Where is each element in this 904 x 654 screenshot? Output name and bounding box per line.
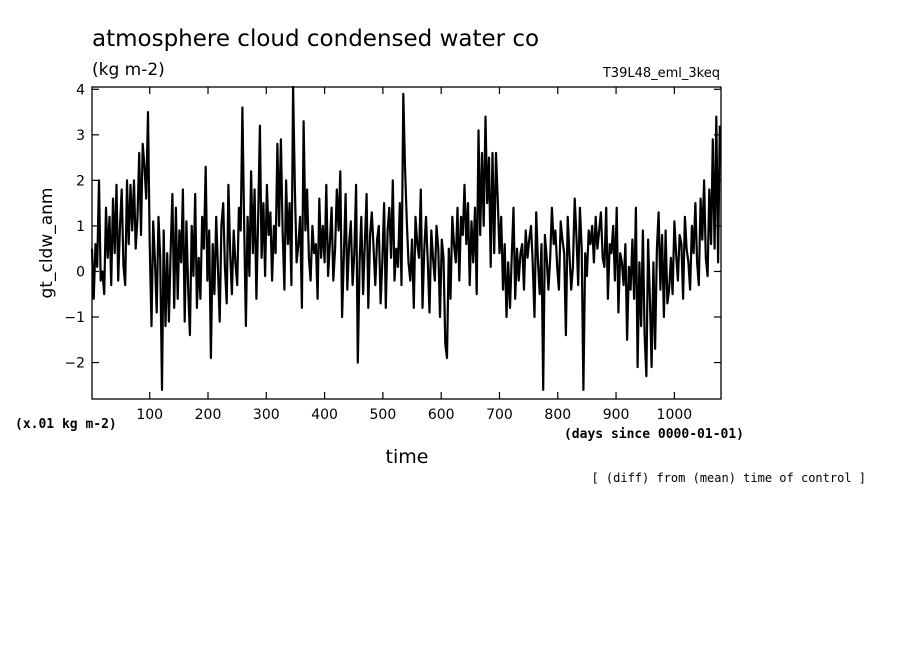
x-tick-label: 700	[486, 407, 513, 423]
y-tick-label: −2	[64, 356, 85, 372]
x-tick-label: 500	[370, 407, 397, 423]
x-axis-label: time	[386, 446, 429, 468]
x-tick-label: 800	[544, 407, 571, 423]
x-tick-label: 400	[311, 407, 338, 423]
y-axis-label: gt_cldw_anm	[37, 188, 57, 299]
y-tick-label: −1	[64, 310, 85, 326]
x-axis-ticks: 100 200 300 400 500 600 700 800 900 1000	[136, 87, 692, 423]
x-tick-label: 300	[253, 407, 280, 423]
x-tick-label: 900	[603, 407, 630, 423]
footnote: [ (diff) from (mean) time of control ]	[591, 471, 866, 485]
x-tick-label: 1000	[657, 407, 693, 423]
y-scale-note: (x.01 kg m-2)	[15, 417, 117, 432]
series-group	[90, 85, 721, 391]
y-tick-label: 1	[76, 219, 85, 235]
chart-title: atmosphere cloud condensed water co	[92, 26, 539, 52]
series-line	[90, 85, 721, 391]
y-tick-label: 3	[76, 128, 85, 144]
y-tick-label: 4	[76, 82, 85, 98]
x-tick-label: 100	[136, 407, 163, 423]
experiment-label: T39L48_eml_3keq	[602, 66, 720, 81]
y-tick-label: 0	[76, 264, 85, 280]
y-axis-ticks: −2 −1 0 1 2 3 4	[64, 82, 721, 372]
x-tick-label: 600	[428, 407, 455, 423]
x-axis-units: (days since 0000-01-01)	[564, 427, 744, 442]
chart-units: (kg m-2)	[92, 60, 165, 80]
x-tick-label: 200	[195, 407, 222, 423]
plot-frame	[91, 86, 722, 400]
y-tick-label: 2	[76, 173, 85, 189]
